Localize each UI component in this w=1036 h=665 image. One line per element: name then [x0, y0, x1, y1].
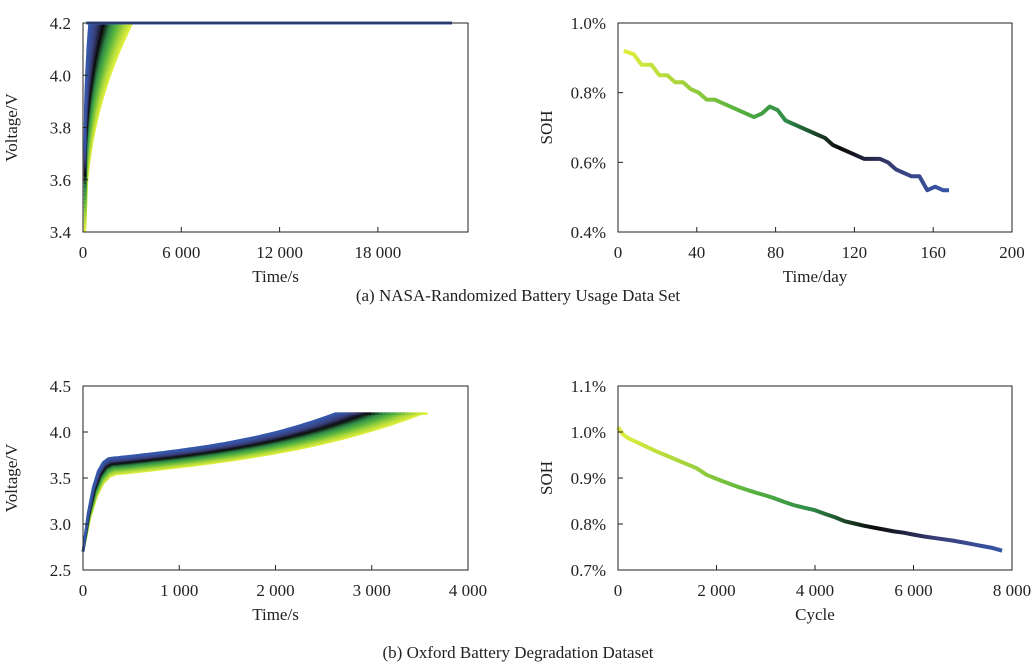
x-tick-label: 12 000 — [256, 243, 303, 262]
x-axis-label: Time/s — [252, 267, 299, 286]
y-axis-label: SOH — [537, 461, 556, 495]
x-axis-label: Time/s — [252, 605, 299, 624]
series-line-voltage — [83, 21, 452, 205]
x-tick-label: 200 — [999, 243, 1025, 262]
axes-frame — [82, 22, 469, 233]
series-line-voltage — [83, 21, 452, 221]
series-line-soh — [616, 426, 1003, 553]
x-tick-label: 18 000 — [355, 243, 402, 262]
x-tick-label: 0 — [79, 581, 88, 600]
plot-area — [623, 49, 949, 193]
series-line-voltage — [83, 21, 452, 165]
x-tick-label: 40 — [688, 243, 705, 262]
x-axis-label: Cycle — [795, 605, 835, 624]
plot-area — [81, 412, 428, 552]
chart-a-right: 0 40 80 120 160 200 0.4% 0.6% 0.8% 1.0% Time/day SO… — [537, 14, 1025, 286]
x-tick-label: 6 000 — [894, 581, 932, 600]
y-tick-label: 1.0% — [571, 423, 606, 442]
y-tick-label: 3.5 — [50, 469, 71, 488]
x-tick-label: 4 000 — [449, 581, 487, 600]
x-tick-label: 8 000 — [993, 581, 1031, 600]
series-line-voltage — [83, 21, 452, 185]
y-tick-label: 4.0 — [50, 66, 71, 85]
series-line-voltage — [83, 21, 452, 233]
y-tick-label: 3.4 — [50, 223, 72, 242]
plot-area — [83, 21, 452, 233]
y-axis-label: SOH — [537, 110, 556, 144]
chart-a-left: 0 6 000 12 000 18 000 3.4 3.6 3.8 4.0 4.2 Time/s V… — [2, 14, 469, 286]
series-line-voltage — [83, 21, 452, 189]
series-line-voltage — [81, 412, 417, 552]
caption-a: (a) NASA-Randomized Battery Usage Data S… — [356, 286, 681, 305]
series-line-voltage — [81, 412, 428, 552]
series-line-voltage — [83, 21, 452, 149]
x-tick-label: 2 000 — [256, 581, 294, 600]
series-line-voltage — [83, 21, 452, 169]
x-tick-label: 80 — [767, 243, 784, 262]
series-line-voltage — [81, 412, 420, 552]
x-tick-label: 0 — [79, 243, 88, 262]
series-line-voltage — [83, 21, 452, 173]
series-line-voltage — [83, 21, 452, 193]
y-tick-label: 0.6% — [571, 153, 606, 172]
y-axis-label: Voltage/V — [2, 92, 21, 161]
y-tick-label: 3.6 — [50, 171, 71, 190]
y-tick-label: 4.0 — [50, 423, 71, 442]
chart-b-right: 0 2 000 4 000 6 000 8 000 0.7% 0.8% 0.9% 1.0% 1.1… — [537, 377, 1031, 624]
x-tick-label: 1 000 — [160, 581, 198, 600]
y-tick-label: 4.2 — [50, 14, 71, 33]
y-axis-label: Voltage/V — [2, 443, 21, 512]
x-tick-label: 0 — [614, 243, 623, 262]
series-line-soh — [623, 49, 949, 193]
axes-frame — [617, 22, 1013, 233]
x-tick-label: 120 — [842, 243, 868, 262]
x-tick-label: 0 — [614, 581, 623, 600]
series-line-voltage — [83, 21, 452, 197]
y-tick-label: 3.0 — [50, 515, 71, 534]
series-line-voltage — [81, 412, 341, 552]
series-line-voltage — [83, 21, 452, 161]
x-tick-label: 160 — [920, 243, 946, 262]
y-tick-label: 0.9% — [571, 469, 606, 488]
y-tick-label: 3.8 — [50, 119, 71, 138]
y-tick-label: 2.5 — [50, 561, 71, 580]
x-tick-label: 6 000 — [162, 243, 200, 262]
x-tick-label: 3 000 — [353, 581, 391, 600]
chart-b-left: 0 1 000 2 000 3 000 4 000 2.5 3.0 3.5 4.0 4.5 Time… — [2, 377, 487, 624]
y-tick-label: 0.4% — [571, 223, 606, 242]
y-tick-label: 1.0% — [571, 14, 606, 33]
series-line-voltage — [83, 21, 452, 177]
x-axis-label: Time/day — [783, 267, 848, 286]
series-line-voltage — [83, 21, 452, 201]
chart-panels: 0 6 000 12 000 18 000 3.4 3.6 3.8 4.0 4.2 Time/s V… — [2, 14, 1031, 624]
series-line-voltage — [83, 21, 452, 217]
series-line-voltage — [83, 21, 452, 181]
series-line-voltage — [83, 21, 452, 157]
series-line-voltage — [81, 412, 424, 552]
series-line-voltage — [83, 21, 452, 213]
series-line-voltage — [83, 21, 452, 209]
caption-b: (b) Oxford Battery Degradation Dataset — [383, 643, 654, 662]
series-line-voltage — [83, 21, 452, 153]
x-tick-label: 4 000 — [796, 581, 834, 600]
x-tick-label: 2 000 — [697, 581, 735, 600]
y-tick-label: 1.1% — [571, 377, 606, 396]
y-tick-label: 0.8% — [571, 515, 606, 534]
plot-area — [616, 426, 1003, 553]
y-tick-label: 0.7% — [571, 561, 606, 580]
series-line-voltage — [83, 21, 452, 229]
y-tick-label: 0.8% — [571, 84, 606, 103]
series-line-voltage — [83, 21, 452, 225]
y-tick-label: 4.5 — [50, 377, 71, 396]
